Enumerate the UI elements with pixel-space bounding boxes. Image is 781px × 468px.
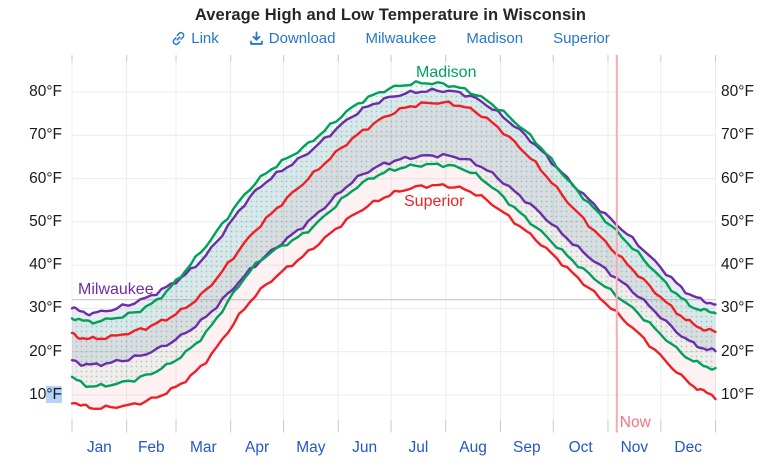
link-icon [171, 31, 186, 46]
y-axis-label-left-40: 40°F [29, 256, 62, 274]
now-label: Now [619, 414, 651, 431]
selected-text-highlight: °F [46, 386, 62, 403]
y-axis-label-right-10: 10°F [721, 386, 754, 403]
y-axis-label-left-60: 60°F [29, 169, 62, 187]
series-line-milwaukee-low [70, 152, 717, 368]
month-label-jul[interactable]: Jul [408, 439, 429, 456]
month-label-aug[interactable]: Aug [459, 439, 487, 456]
series-label-superior: Superior [404, 193, 465, 210]
series-line-madison-low [70, 162, 717, 389]
y-axis-label-right-50: 50°F [721, 212, 754, 230]
month-label-jun[interactable]: Jun [352, 439, 378, 456]
month-label-dec[interactable]: Dec [674, 439, 702, 456]
city-link-madison[interactable]: Madison [466, 30, 523, 47]
city-link-superior-label: Superior [553, 30, 610, 47]
link-button-label: Link [191, 30, 219, 47]
toolbar: Link Download Milwaukee Madison Superior [0, 30, 781, 47]
y-axis-label-left-30: 30°F [29, 299, 62, 317]
series-label-milwaukee: Milwaukee [78, 281, 154, 298]
download-button[interactable]: Download [249, 30, 336, 47]
y-axis-label-left-80: 80°F [29, 82, 62, 100]
download-icon [249, 31, 264, 46]
month-label-feb[interactable]: Feb [137, 439, 165, 456]
month-label-may[interactable]: May [296, 439, 326, 456]
series-line-milwaukee-high [70, 87, 717, 317]
month-label-oct[interactable]: Oct [568, 439, 593, 456]
series-line-superior-low [70, 183, 717, 410]
series-label-madison: Madison [416, 64, 477, 81]
y-axis-label-right-40: 40°F [721, 256, 754, 274]
y-axis-label-right-80: 80°F [721, 82, 754, 100]
city-link-superior[interactable]: Superior [553, 30, 610, 47]
y-axis-label-right-70: 70°F [721, 126, 754, 144]
y-axis-label-right-20: 20°F [721, 342, 754, 360]
month-label-sep[interactable]: Sep [513, 439, 541, 456]
page-title: Average High and Low Temperature in Wisc… [194, 6, 587, 24]
city-link-madison-label: Madison [466, 30, 524, 47]
month-label-apr[interactable]: Apr [245, 439, 270, 456]
y-axis-label-left-70: 70°F [29, 126, 62, 144]
month-label-mar[interactable]: Mar [189, 439, 217, 456]
city-link-milwaukee-label: Milwaukee [365, 30, 437, 47]
y-axis-label-left-50: 50°F [29, 212, 62, 230]
month-label-nov[interactable]: Nov [620, 439, 649, 456]
y-axis-label-right-60: 60°F [721, 169, 754, 187]
y-axis-label-left-20: 20°F [29, 342, 62, 360]
city-link-milwaukee[interactable]: Milwaukee [365, 30, 436, 47]
month-label-jan[interactable]: Jan [86, 439, 112, 456]
y-axis-label-left-10: 10°F [29, 386, 62, 403]
download-button-label: Download [268, 30, 336, 47]
link-button[interactable]: Link [171, 30, 219, 47]
series-line-superior-high [70, 100, 717, 341]
y-axis-label-right-30: 30°F [721, 299, 754, 317]
series-line-madison-high [70, 80, 717, 325]
